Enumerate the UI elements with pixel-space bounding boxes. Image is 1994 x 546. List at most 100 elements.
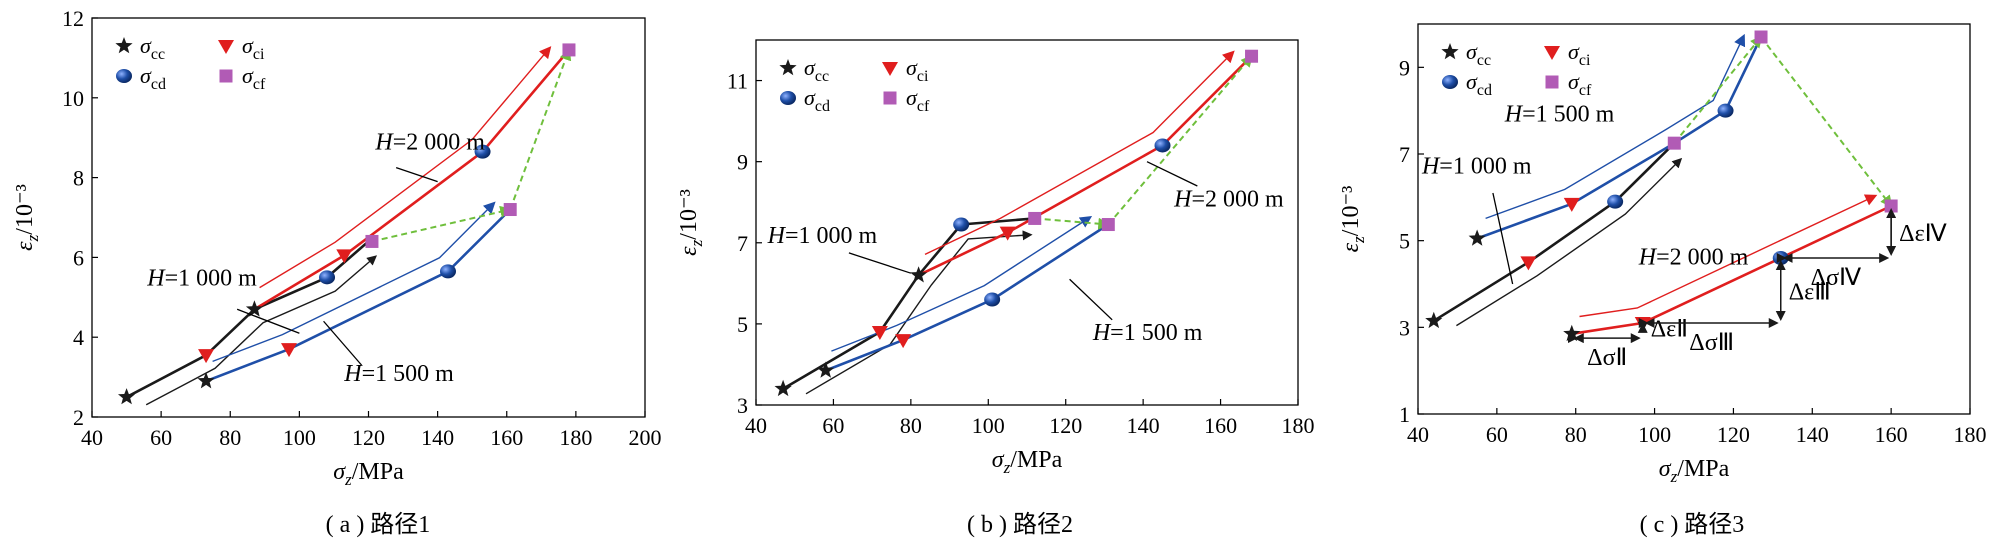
point-ci — [198, 349, 215, 364]
legend-marker-cd — [780, 91, 796, 105]
annotation-label: H=1 500 m — [1092, 320, 1203, 346]
y-tick-label: 12 — [62, 6, 84, 31]
legend-label-cc: σcc — [140, 33, 165, 63]
y-tick-label: 7 — [1399, 142, 1410, 167]
x-tick-label: 40 — [1407, 422, 1429, 447]
y-tick-label: 1 — [1399, 402, 1410, 427]
point-cd — [953, 217, 970, 232]
legend-label-cc: σcc — [804, 55, 829, 85]
x-tick-label: 120 — [352, 425, 385, 450]
y-axis-label: εz/10⁻³ — [12, 184, 42, 251]
y-tick-label: 11 — [727, 69, 748, 94]
annotation-label: H=2 000 m — [374, 130, 485, 156]
legend-label-cd: σcd — [1466, 69, 1492, 99]
y-tick-label: 3 — [1399, 315, 1410, 340]
point-cc — [774, 379, 792, 397]
plot-frame — [1417, 23, 1971, 415]
legend-marker-ci — [1544, 46, 1560, 60]
panel-caption: ( c ) 路径3 — [1640, 511, 1745, 538]
annotation-leader — [1069, 278, 1113, 321]
legend-label-cc: σcc — [1466, 39, 1491, 69]
point-cf — [1667, 136, 1681, 150]
legend-marker-ci — [218, 40, 234, 54]
y-axis-label: εz/10⁻³ — [1338, 186, 1368, 253]
legend-label-ci: σci — [242, 33, 265, 63]
legend-label-cd: σcd — [804, 85, 830, 115]
x-tick-label: 160 — [1204, 413, 1237, 438]
y-tick-label: 10 — [62, 86, 84, 111]
x-tick-label: 40 — [81, 425, 103, 450]
point-ci — [281, 343, 298, 358]
chart-panel-a: 40 60 80 100 120 140 160 180 200 2 4 6 8 10 12 σz/MPa εz… — [12, 6, 662, 538]
point-cd — [1607, 194, 1624, 209]
annotation-label: H=1 000 m — [146, 265, 257, 291]
point-cf — [1754, 30, 1768, 44]
point-cc — [1563, 324, 1581, 342]
y-tick-label: 8 — [73, 166, 84, 191]
y-tick-label: 6 — [73, 245, 84, 270]
point-ci — [871, 326, 888, 340]
x-tick-label: 160 — [1875, 422, 1908, 447]
legend-marker-cf — [1545, 75, 1559, 89]
point-cc — [1468, 229, 1486, 246]
annotation-leader — [848, 252, 912, 274]
legend-marker-cf — [883, 91, 897, 105]
point-ci — [1563, 197, 1580, 212]
x-tick-label: 80 — [900, 413, 922, 438]
chart-panel-b: 40 60 80 100 120 140 160 180 3 5 7 9 11 σz/MPa εz/10⁻³… — [676, 39, 1315, 538]
legend-label-cf: σcf — [242, 63, 266, 93]
series-line — [825, 223, 1110, 372]
cf-link-line — [371, 205, 513, 243]
annotation-leader — [1492, 192, 1514, 285]
cf-link-line — [1107, 54, 1253, 226]
y-axis-label: εz/10⁻³ — [676, 189, 706, 256]
cf-link-line — [1673, 35, 1763, 144]
x-tick-label: 180 — [559, 425, 592, 450]
delta-eps-label: ΔεⅣ — [1899, 221, 1947, 247]
annotation-leader — [236, 308, 300, 334]
delta-eps-label: ΔεⅡ — [1651, 316, 1688, 342]
x-tick-label: 60 — [150, 425, 172, 450]
point-cc — [817, 361, 835, 378]
x-axis-label: σz/MPa — [992, 447, 1063, 477]
annotation-leader — [1146, 161, 1198, 187]
point-cf — [365, 234, 379, 248]
series-line — [205, 208, 512, 383]
delta-sigma-label: ΔσⅣ — [1811, 265, 1862, 291]
annotation-label: H=1 000 m — [767, 223, 878, 249]
series-guide-arrow — [145, 255, 378, 406]
y-tick-label: 3 — [737, 393, 748, 418]
point-cc — [910, 266, 928, 283]
legend-marker-cd — [1442, 75, 1458, 89]
annotation-label: H=1 500 m — [1504, 102, 1615, 128]
x-tick-label: 40 — [745, 413, 767, 438]
cf-link-line — [509, 48, 572, 210]
x-tick-label: 120 — [1717, 422, 1750, 447]
point-ci — [999, 226, 1016, 241]
series-line — [918, 55, 1253, 277]
point-cf — [503, 203, 517, 217]
annotation-label: H=2 000 m — [1173, 186, 1284, 212]
series-guide-arrow — [212, 201, 496, 363]
x-tick-label: 80 — [219, 425, 241, 450]
x-tick-label: 200 — [629, 425, 662, 450]
annotation-leader — [395, 167, 438, 183]
x-tick-label: 100 — [283, 425, 316, 450]
point-cd — [1717, 103, 1734, 118]
y-tick-label: 2 — [73, 405, 84, 430]
x-tick-label: 140 — [1796, 422, 1829, 447]
point-cc — [1425, 311, 1443, 329]
point-cd — [984, 292, 1001, 307]
legend-label-cd: σcd — [140, 63, 166, 93]
x-tick-label: 100 — [1638, 422, 1671, 447]
x-axis-label: σz/MPa — [1659, 456, 1730, 486]
y-tick-label: 4 — [73, 325, 84, 350]
series-guide-arrow — [259, 46, 552, 289]
delta-sigma-label: ΔσⅡ — [1587, 345, 1627, 371]
point-cd — [439, 264, 456, 279]
point-cd — [1154, 138, 1171, 153]
x-tick-label: 160 — [490, 425, 523, 450]
cf-link-line — [1034, 217, 1111, 230]
